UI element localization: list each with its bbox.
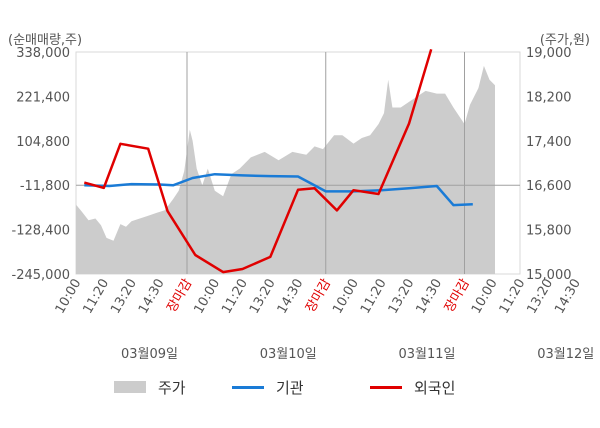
x-tick-label: 11:20 xyxy=(80,277,112,317)
x-tick-label: 13:20 xyxy=(108,277,140,317)
y-right-tick-label: 18,200 xyxy=(526,90,572,105)
day-label: 03월10일 xyxy=(260,347,317,362)
day-label: 03월09일 xyxy=(121,347,178,362)
price-area xyxy=(76,65,495,275)
legend-label-foreign: 외국인 xyxy=(414,378,456,397)
legend-label-price: 주가 xyxy=(158,378,186,397)
x-tick-label: 11:20 xyxy=(497,277,529,317)
right-unit-label: (주가,원) xyxy=(540,33,590,48)
legend: 주가 기관 외국인 xyxy=(0,374,600,400)
y-left-tick-label: 338,000 xyxy=(16,46,70,61)
left-unit-label: (순매매량,주) xyxy=(8,33,82,48)
y-right-tick-label: 17,400 xyxy=(526,135,572,150)
x-tick-label: 14:30 xyxy=(413,277,445,317)
day-label: 03월11일 xyxy=(398,347,455,362)
legend-swatch-foreign xyxy=(370,385,402,389)
day-label: 03월12일 xyxy=(537,347,594,362)
left-axis: 338,000 221,400 104,800 -11,800 -128,400 -245… xyxy=(12,46,70,283)
plot-area xyxy=(75,48,521,275)
x-tick-label: 11:20 xyxy=(219,277,251,317)
y-left-tick-label: 104,800 xyxy=(16,135,70,150)
legend-item-foreign: 외국인 xyxy=(370,374,455,400)
legend-item-price: 주가 xyxy=(114,374,186,400)
y-left-tick-label: -11,800 xyxy=(20,179,70,194)
y-right-tick-label: 15,000 xyxy=(526,268,572,283)
legend-swatch-price xyxy=(114,381,146,393)
day-labels: 03월09일 03월10일 03월11일 03월12일 xyxy=(121,347,594,362)
institution-line xyxy=(84,172,473,207)
x-tick-label: 10:00 xyxy=(469,277,501,317)
right-axis: 19,000 18,200 17,400 16,600 15,800 15,000 xyxy=(526,46,572,283)
x-tick-label: 13:20 xyxy=(247,277,279,317)
x-tick-label: 14:30 xyxy=(136,277,168,317)
x-tick-label: 10:00 xyxy=(191,277,223,317)
legend-item-institution: 기관 xyxy=(232,374,304,400)
x-tick-label: 13:20 xyxy=(386,277,418,317)
y-right-tick-label: 15,800 xyxy=(526,224,572,239)
foreign-line xyxy=(83,48,433,274)
x-axis: 10:0011:2013:2014:30장마감10:0011:2013:2014… xyxy=(53,276,584,316)
y-right-tick-label: 16,600 xyxy=(526,179,572,194)
x-tick-label: 14:30 xyxy=(275,277,307,317)
x-tick-label: 10:00 xyxy=(330,277,362,317)
x-tick-label: 11:20 xyxy=(358,277,390,317)
legend-label-institution: 기관 xyxy=(276,378,304,397)
y-left-tick-label: -128,400 xyxy=(12,224,70,239)
y-right-tick-label: 19,000 xyxy=(526,46,572,61)
y-left-tick-label: -245,000 xyxy=(12,268,70,283)
legend-swatch-institution xyxy=(232,385,264,389)
y-left-tick-label: 221,400 xyxy=(16,90,70,105)
